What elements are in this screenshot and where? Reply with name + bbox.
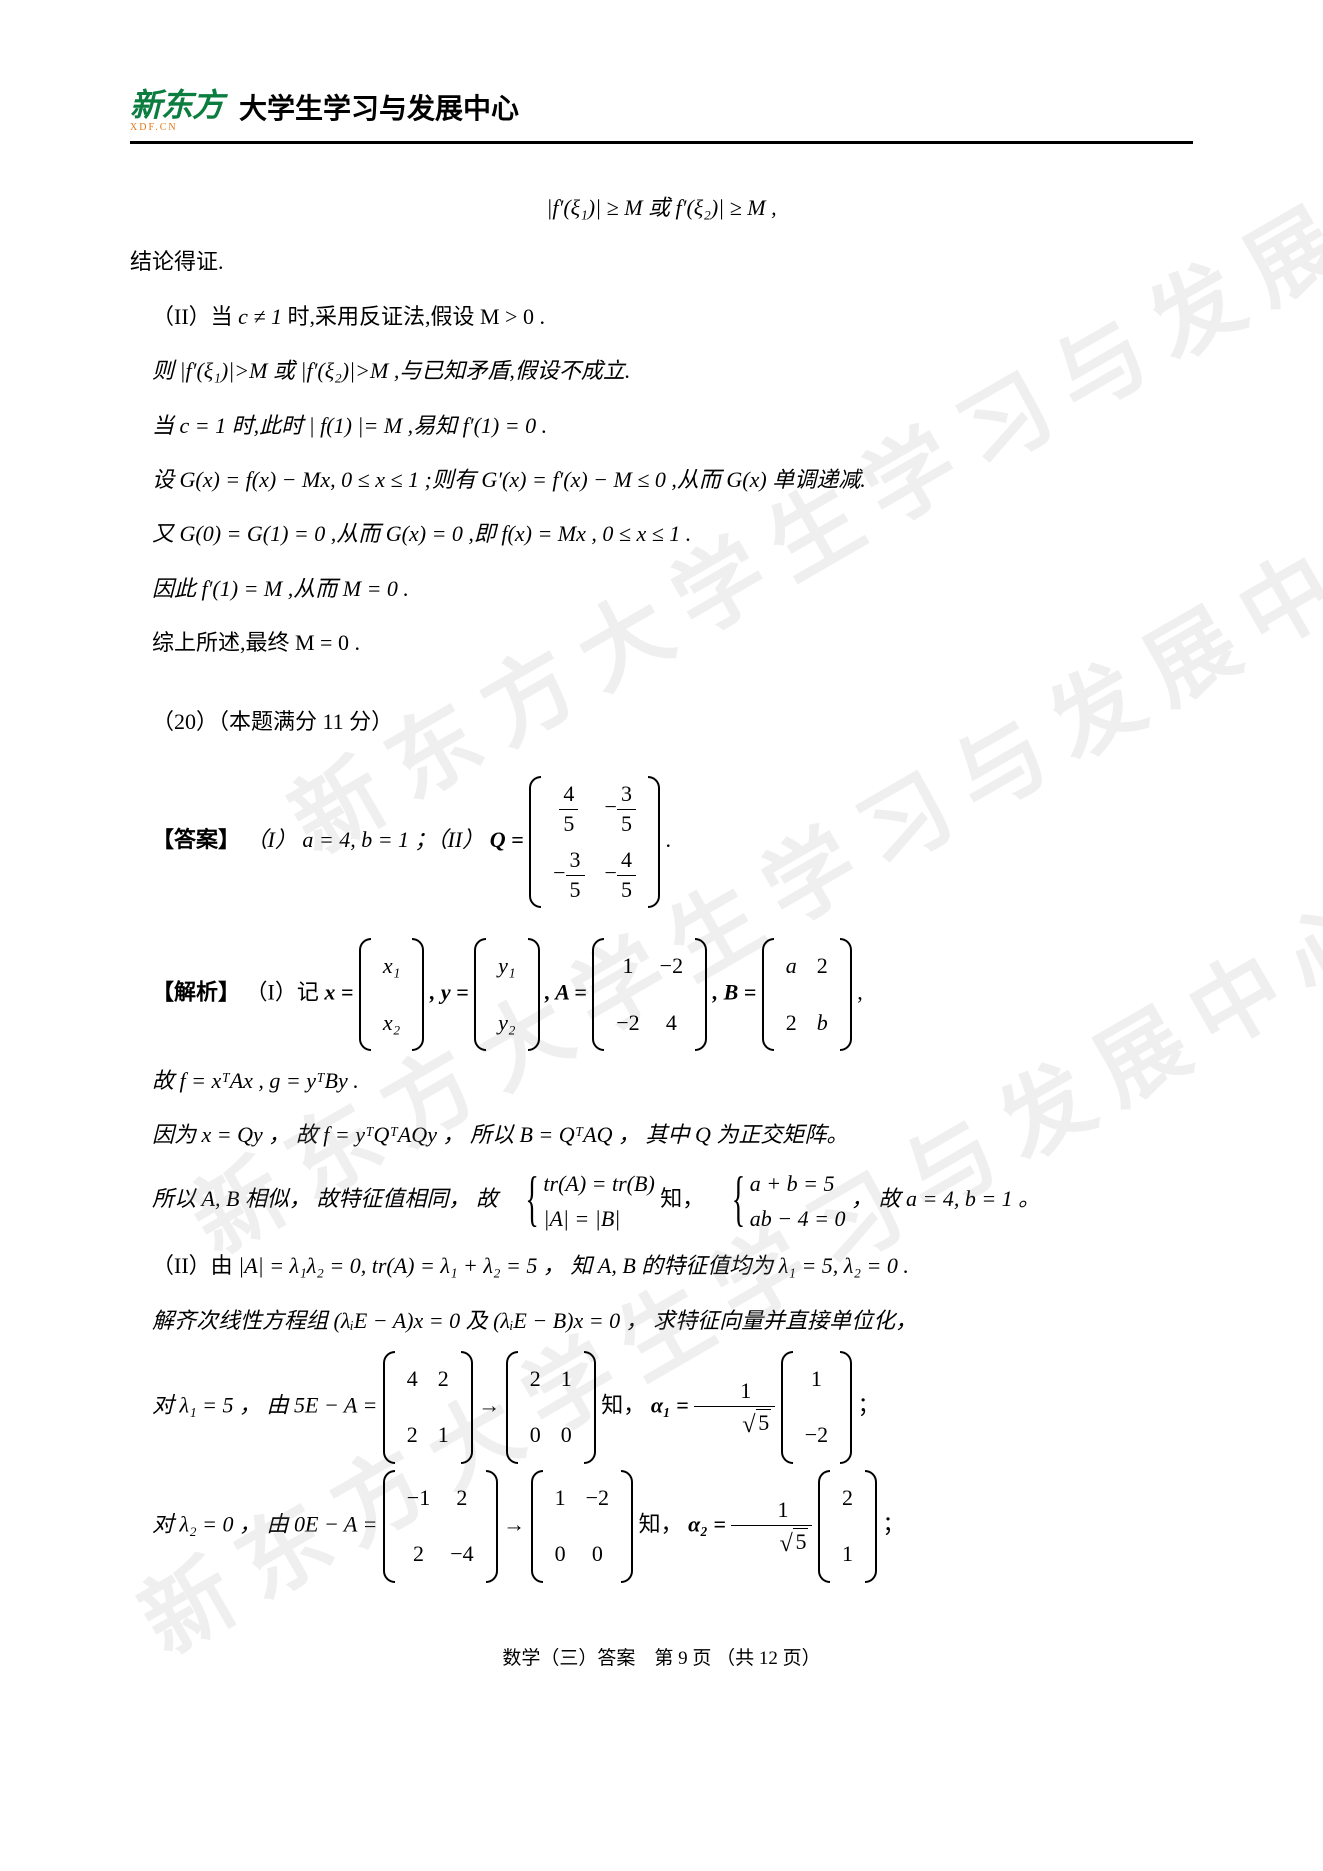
vector: 21 — [818, 1470, 877, 1583]
footer-text: 页 （共 — [692, 1648, 754, 1669]
text: （II）由 — [152, 1253, 238, 1278]
text-line: 对 λ₁ = 5 ， 由 5E − A = 42 21 → 21 00 知， α… — [130, 1351, 1193, 1464]
solution-label: 【解析】 — [152, 980, 240, 1005]
text-line: 当 c = 1 时,此时 | f(1) |= M ,易知 f′(1) = 0 . — [130, 402, 1193, 450]
brace-system: tr(A) = tr(B) |A| = |B| — [503, 1166, 654, 1236]
footer-text: 页） — [783, 1648, 821, 1669]
math: , A = — [545, 980, 592, 1005]
fraction: 15 — [694, 1377, 775, 1437]
vector-y: y₁y₂ — [474, 938, 539, 1051]
equation: a + b = 5 — [728, 1166, 846, 1201]
text-line: 又 G(0) = G(1) = 0 ,从而 G(x) = 0 ,即 f(x) =… — [130, 510, 1193, 558]
answer-line: 【答案】 （I） a = 4, b = 1 ；（II） Q = 45 −35 −… — [130, 776, 1193, 908]
math: |A| = λ₁λ₂ = 0, tr(A) = λ₁ + λ₂ = 5 ， 知 … — [238, 1253, 909, 1278]
page-number: 9 — [678, 1648, 688, 1669]
matrix: −12 2−4 — [383, 1470, 498, 1583]
text: 时,采用反证法,假设 M > 0 . — [288, 304, 545, 329]
text: 知， — [601, 1392, 651, 1417]
math: x = — [324, 980, 359, 1005]
text-line: 所以 A, B 相似， 故特征值相同， 故 tr(A) = tr(B) |A| … — [130, 1166, 1193, 1236]
text: （II）当 — [152, 304, 238, 329]
matrix: 1−2 00 — [531, 1470, 633, 1583]
arrow-icon: → — [478, 1392, 506, 1417]
page-header: 新东方 XDF.CN 大学生学习与发展中心 — [130, 80, 1193, 144]
matrix-A: 1−2 −24 — [592, 938, 707, 1051]
math: c ≠ 1 — [238, 304, 282, 329]
text-line: 因为 x = Qy ， 故 f = yᵀQᵀAQy ， 所以 B = QᵀAQ … — [130, 1111, 1193, 1159]
matrix: 21 00 — [506, 1351, 596, 1464]
text: 知， — [660, 1186, 710, 1211]
equation-line: |f′(ξ₁)| ≥ M 或 f′(ξ₂)| ≥ M , — [130, 184, 1193, 232]
header-title: 大学生学习与发展中心 — [239, 87, 519, 127]
text-line: 解齐次线性方程组 (λᵢE − A)x = 0 及 (λᵢE − B)x = 0… — [130, 1297, 1193, 1345]
text-line: 对 λ₂ = 0 ， 由 0E − A = −12 2−4 → 1−2 00 知… — [130, 1470, 1193, 1583]
text: 知， — [639, 1511, 689, 1536]
text-line: 故 f = xᵀAx , g = yᵀBy . — [130, 1057, 1193, 1105]
text-line: 因此 f′(1) = M ,从而 M = 0 . — [130, 565, 1193, 613]
brace-system: a + b = 5 ab − 4 = 0 — [710, 1166, 846, 1236]
arrow-icon: → — [503, 1511, 531, 1536]
text: , — [857, 980, 863, 1005]
matrix-Q: 45 −35 −35 −45 — [529, 776, 660, 908]
math: （I） a = 4, b = 1 ；（II） — [246, 827, 490, 852]
matrix: 42 21 — [383, 1351, 473, 1464]
page-footer: 数学（三）答案 第 9 页 （共 12 页） — [130, 1643, 1193, 1670]
solution-line: 【解析】 （I）记 x = x₁x₂ , y = y₁y₂ , A = 1−2 … — [130, 938, 1193, 1051]
math: , B = — [713, 980, 762, 1005]
text-line: 则 |f′(ξ₁)|>M 或 |f′(ξ₂)|>M ,与已知矛盾,假设不成立. — [130, 347, 1193, 395]
math: Q = — [490, 827, 529, 852]
text: （I）记 — [246, 980, 325, 1005]
logo-subtext: XDF.CN — [130, 122, 223, 133]
text: 对 λ₁ = 5 ， 由 5E − A = — [152, 1392, 383, 1417]
fraction: 15 — [731, 1496, 812, 1556]
footer-text: 第 — [654, 1648, 673, 1669]
text: ， 故 a = 4, b = 1 。 — [851, 1186, 1040, 1211]
text: ； — [882, 1511, 904, 1536]
equation: tr(A) = tr(B) — [521, 1166, 654, 1201]
math: α₁ = — [651, 1392, 694, 1417]
logo: 新东方 XDF.CN — [130, 80, 223, 133]
question-heading: （20）（本题满分 11 分） — [130, 698, 1193, 746]
text-line: 设 G(x) = f(x) − Mx, 0 ≤ x ≤ 1 ;则有 G′(x) … — [130, 456, 1193, 504]
text: . — [665, 827, 671, 852]
footer-subject: 数学（三）答案 — [502, 1648, 635, 1669]
total-pages: 12 — [759, 1648, 778, 1669]
text-line: （II）由 |A| = λ₁λ₂ = 0, tr(A) = λ₁ + λ₂ = … — [130, 1242, 1193, 1290]
text: 对 λ₂ = 0 ， 由 0E − A = — [152, 1511, 383, 1536]
vector-x: x₁x₂ — [359, 938, 424, 1051]
math: , y = — [430, 980, 474, 1005]
text: 所以 A, B 相似， 故特征值相同， 故 — [152, 1186, 503, 1211]
logo-text: 新东方 — [130, 87, 223, 123]
math: α₂ = — [688, 1511, 731, 1536]
text: ； — [858, 1392, 880, 1417]
text-line: 综上所述,最终 M = 0 . — [130, 619, 1193, 667]
vector: 1−2 — [781, 1351, 852, 1464]
equation: |A| = |B| — [521, 1201, 654, 1236]
matrix-B: a2 2b — [762, 938, 852, 1051]
text-line: （II）当 c ≠ 1 时,采用反证法,假设 M > 0 . — [130, 293, 1193, 341]
document-body: |f′(ξ₁)| ≥ M 或 f′(ξ₂)| ≥ M , 结论得证. （II）当… — [130, 184, 1193, 1583]
answer-label: 【答案】 — [152, 827, 240, 852]
text-line: 结论得证. — [130, 238, 1193, 286]
equation: ab − 4 = 0 — [728, 1201, 846, 1236]
